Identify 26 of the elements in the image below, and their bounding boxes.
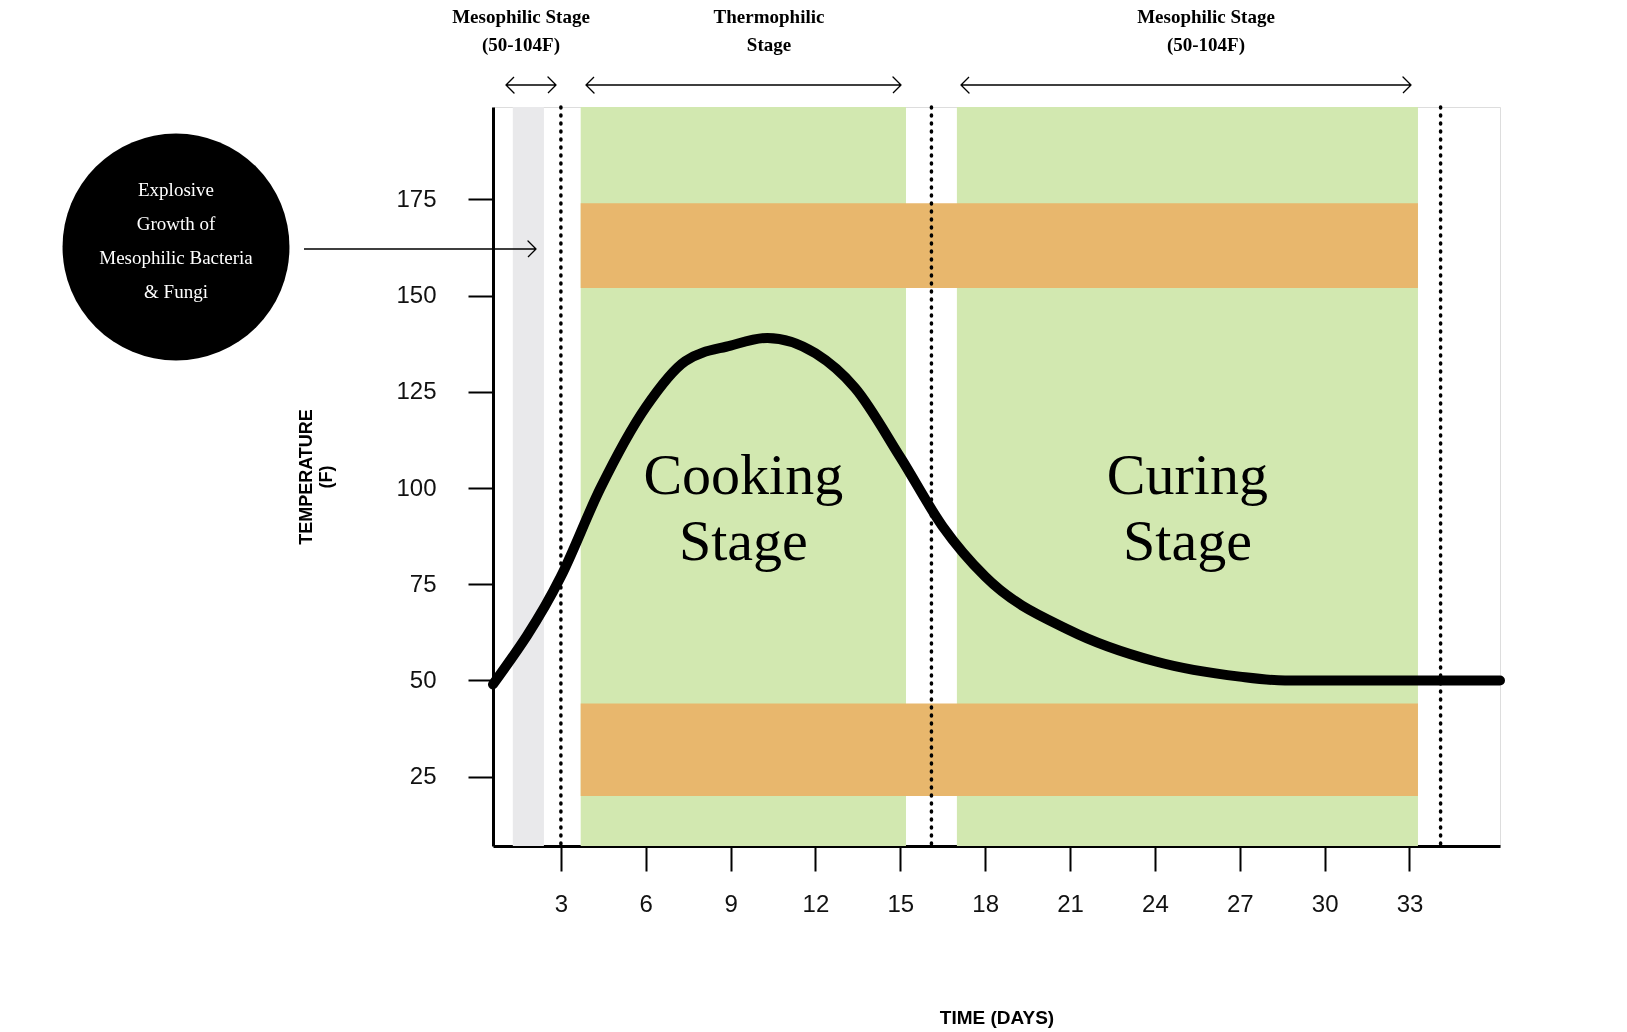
band-label: Cooking Stage — [643, 441, 844, 573]
x-tick-label: 30 — [1311, 889, 1339, 917]
x-tick-label: 15 — [887, 889, 915, 917]
x-axis-title: TIME (DAYS) — [939, 1006, 1055, 1028]
y-tick-label: 175 — [396, 184, 437, 212]
text: Mesophilic Stage (50-104F) — [452, 6, 590, 56]
x-tick-label: 27 — [1226, 889, 1254, 917]
x-tick-label: 12 — [802, 889, 830, 917]
text: Thermophilic Stage — [713, 6, 825, 55]
x-tick-label: 33 — [1396, 889, 1424, 917]
y-tick-label: 100 — [396, 473, 437, 501]
x-tick-label: 3 — [554, 889, 569, 917]
x-tick-label: 6 — [639, 889, 653, 917]
text: Explosive Growth of Mesophilic Bacteria & Fungi — [99, 179, 254, 302]
x-tick-label: 21 — [1057, 889, 1084, 917]
y-tick-label: 150 — [396, 281, 437, 309]
band-label: Curing Stage — [1106, 441, 1268, 573]
y-axis-title: TEMPERATURE (F) — [296, 409, 337, 545]
text: Mesophilic Stage (50-104F) — [1137, 6, 1275, 56]
y-tick-label: 75 — [409, 569, 437, 597]
y-tick-label: 125 — [396, 377, 437, 405]
y-tick-label: 50 — [409, 665, 437, 693]
x-tick-label: 9 — [724, 889, 738, 917]
x-tick-label: 18 — [972, 889, 1000, 917]
y-tick-label: 25 — [409, 762, 437, 790]
x-tick-label: 24 — [1142, 889, 1169, 917]
